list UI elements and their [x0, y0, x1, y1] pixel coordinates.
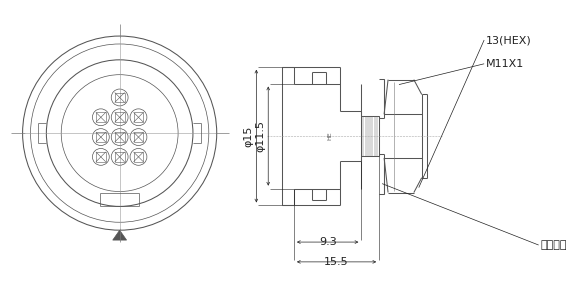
- Text: 13(HEX): 13(HEX): [486, 35, 532, 45]
- Text: 15.5: 15.5: [324, 257, 349, 267]
- Text: 9.3: 9.3: [319, 237, 336, 247]
- Text: パッキン: パッキン: [540, 240, 567, 250]
- Text: HE: HE: [327, 132, 332, 140]
- Text: φ15: φ15: [243, 125, 254, 147]
- Text: M11X1: M11X1: [486, 59, 524, 69]
- Polygon shape: [113, 230, 127, 240]
- Text: φ11.5: φ11.5: [255, 120, 265, 152]
